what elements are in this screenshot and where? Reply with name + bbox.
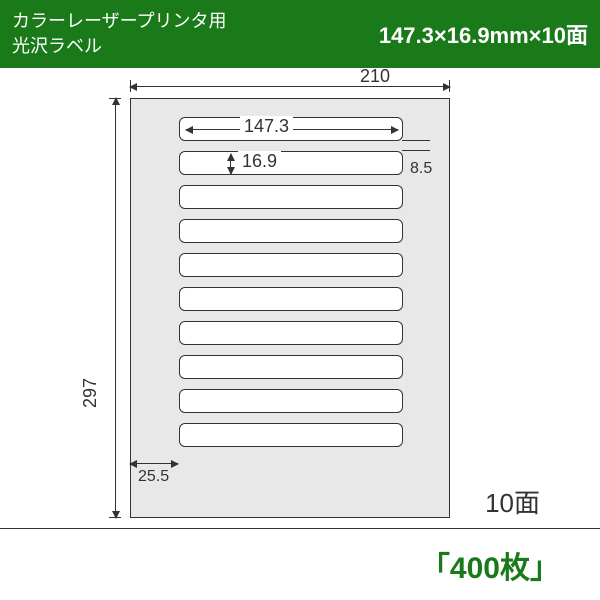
tick — [109, 98, 121, 99]
dim-line-16-9 — [230, 154, 231, 174]
dim-147-3: 147.3 — [240, 116, 293, 137]
dim-297: 297 — [80, 378, 101, 408]
dim-25-5: 25.5 — [138, 468, 169, 486]
label-row — [179, 185, 403, 209]
dim-210: 210 — [360, 66, 390, 87]
label-row — [179, 423, 403, 447]
footer-bar: 「400枚」 — [0, 528, 600, 600]
label-row — [179, 389, 403, 413]
header-line2: 光沢ラベル — [12, 34, 227, 59]
header-dimensions: 147.3×16.9mm×10面 — [379, 18, 588, 50]
header-bar: カラーレーザープリンタ用 光沢ラベル 147.3×16.9mm×10面 — [0, 0, 600, 68]
header-line1: カラーレーザープリンタ用 — [12, 9, 227, 34]
sheet-count: 「400枚」 — [420, 543, 560, 587]
tick — [449, 80, 450, 92]
face-count: 10面 — [485, 483, 540, 520]
tick — [109, 517, 121, 518]
tick — [402, 150, 430, 151]
header-title: カラーレーザープリンタ用 光沢ラベル — [12, 9, 227, 59]
label-row — [179, 321, 403, 345]
label-row — [179, 355, 403, 379]
tick — [130, 80, 131, 92]
diagram: 210 297 12.5 147.3 16.9 8.5 25.5 — [0, 68, 600, 528]
label-row — [179, 219, 403, 243]
tick — [402, 140, 430, 141]
dim-line-210 — [130, 86, 450, 87]
label-row — [179, 151, 403, 175]
label-sheet — [130, 98, 450, 518]
dim-8-5: 8.5 — [410, 160, 432, 178]
label-row — [179, 253, 403, 277]
dim-16-9: 16.9 — [238, 151, 281, 172]
label-row — [179, 287, 403, 311]
dim-line-25-5 — [130, 463, 178, 464]
dim-line-297 — [115, 98, 116, 518]
